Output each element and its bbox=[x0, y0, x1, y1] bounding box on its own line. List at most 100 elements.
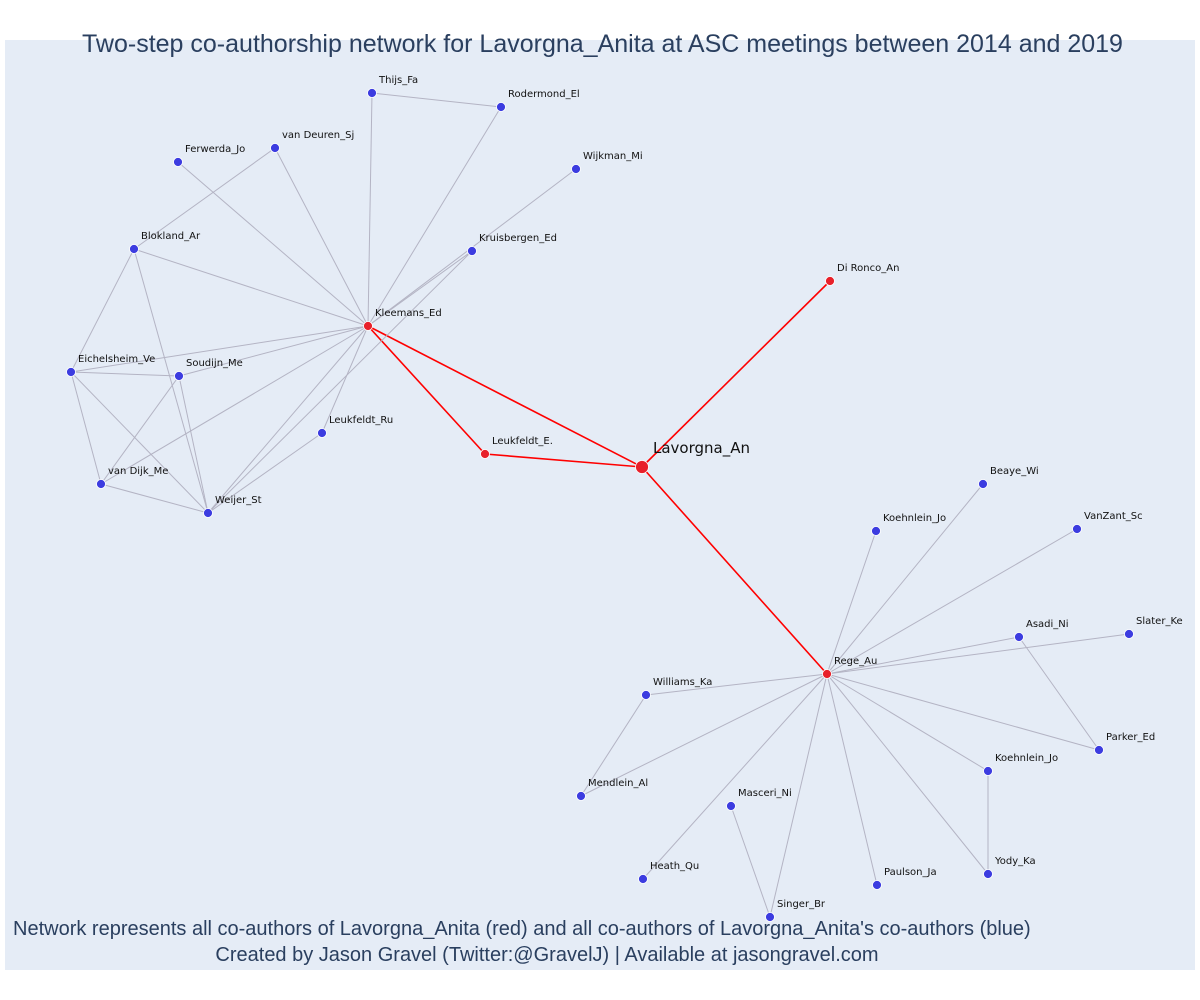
edge-vandijk-weijer bbox=[100, 483, 209, 514]
node-yody-ka[interactable] bbox=[983, 869, 993, 879]
edge-asadi-parker bbox=[1018, 636, 1100, 751]
node-singer-br[interactable] bbox=[765, 912, 775, 922]
edge-weijer-kleemans bbox=[207, 325, 369, 514]
edge-rodermond-kleemans bbox=[367, 106, 502, 327]
node-beaye-wi[interactable] bbox=[978, 479, 988, 489]
node-kruisbergen-ed[interactable] bbox=[467, 246, 477, 256]
edge-kruisbergen-kleemans bbox=[367, 250, 473, 327]
edge-kruisbergen-weijer bbox=[207, 250, 473, 514]
edge-asadi-rege bbox=[826, 636, 1020, 675]
node-masceri-ni[interactable] bbox=[726, 801, 736, 811]
node-slater-ke[interactable] bbox=[1124, 629, 1134, 639]
edge-soudijn-kleemans bbox=[178, 325, 369, 377]
edge-heath-rege bbox=[642, 673, 828, 880]
edge-paulson-rege bbox=[826, 673, 878, 886]
edge-vandijk-kleemans bbox=[100, 325, 369, 485]
edge-eichelsheim-soudijn bbox=[70, 371, 180, 377]
node-kleemans-ed[interactable] bbox=[363, 321, 373, 331]
edge-mendlein-rege bbox=[580, 673, 828, 797]
node-label-rodermond-el: Rodermond_El bbox=[508, 89, 580, 100]
node-label-leukfeldt-ru: Leukfeldt_Ru bbox=[329, 415, 393, 426]
edge-eichelsheim-vandijk bbox=[70, 371, 102, 485]
node-label-parker-ed: Parker_Ed bbox=[1106, 732, 1155, 743]
edges-layer bbox=[70, 92, 1130, 918]
edge-vandeuren-kleemans bbox=[274, 147, 369, 327]
node-label-williams-ka: Williams_Ka bbox=[653, 677, 712, 688]
node-rege-au[interactable] bbox=[822, 669, 832, 679]
edge-soudijn-weijer bbox=[178, 375, 209, 514]
edge-masceri-singer bbox=[730, 805, 771, 918]
node-koehnlein-jo[interactable] bbox=[983, 766, 993, 776]
node-label-koehnlein-jo: Koehnlein_Jo bbox=[995, 753, 1058, 764]
node-label-wijkman-mi: Wijkman_Mi bbox=[583, 151, 643, 162]
edge-williams-mendlein bbox=[580, 694, 647, 797]
edge-lavorgna-dironco bbox=[641, 280, 831, 468]
node-label-beaye-wi: Beaye_Wi bbox=[990, 466, 1039, 477]
edge-thijs-kleemans bbox=[367, 92, 373, 327]
node-label-lavorgna-an: Lavorgna_An bbox=[653, 439, 750, 458]
node-thijs-fa[interactable] bbox=[367, 88, 377, 98]
edge-leukfeldt-ru-kleemans bbox=[321, 325, 369, 434]
node-leukfeldt-ru[interactable] bbox=[317, 428, 327, 438]
node-label-blokland-ar: Blokland_Ar bbox=[141, 231, 201, 242]
edge-ferwerda-kleemans bbox=[177, 161, 369, 327]
node-blokland-ar[interactable] bbox=[129, 244, 139, 254]
node-leukfeldt-e[interactable] bbox=[480, 449, 490, 459]
node-label-van-deuren-sj: van Deuren_Sj bbox=[282, 130, 354, 141]
edge-williams-rege bbox=[645, 673, 828, 696]
node-mendlein-al[interactable] bbox=[576, 791, 586, 801]
node-label-weijer-st: Weijer_St bbox=[215, 495, 262, 506]
edge-koehnlein1-rege bbox=[826, 530, 877, 675]
edge-eichelsheim-kleemans bbox=[70, 325, 369, 373]
edge-thijs-rodermond bbox=[371, 92, 502, 108]
edge-parker-rege bbox=[826, 673, 1100, 751]
edge-kleemans-leukfeldt-e bbox=[367, 325, 486, 455]
node-label-thijs-fa: Thijs_Fa bbox=[378, 75, 418, 86]
node-rodermond-el[interactable] bbox=[496, 102, 506, 112]
node-label-koehnlein-jo: Koehnlein_Jo bbox=[883, 513, 946, 524]
node-paulson-ja[interactable] bbox=[872, 880, 882, 890]
edge-blokland-kleemans bbox=[133, 248, 369, 327]
node-di-ronco-an[interactable] bbox=[825, 276, 835, 286]
node-soudijn-me[interactable] bbox=[174, 371, 184, 381]
node-parker-ed[interactable] bbox=[1094, 745, 1104, 755]
edge-eichelsheim-weijer bbox=[70, 371, 209, 514]
edge-slater-rege bbox=[826, 633, 1130, 675]
node-label-paulson-ja: Paulson_Ja bbox=[884, 867, 937, 878]
edge-lavorgna-leukfeldt-e bbox=[484, 453, 643, 468]
edge-yody-rege bbox=[826, 673, 989, 875]
plot-background bbox=[5, 40, 1195, 970]
node-label-soudijn-me: Soudijn_Me bbox=[186, 358, 243, 369]
node-lavorgna-an[interactable] bbox=[635, 460, 649, 474]
node-label-ferwerda-jo: Ferwerda_Jo bbox=[185, 144, 245, 155]
edge-soudijn-vandijk bbox=[100, 375, 180, 485]
node-ferwerda-jo[interactable] bbox=[173, 157, 183, 167]
nodes-layer bbox=[66, 88, 1134, 922]
node-koehnlein-jo[interactable] bbox=[871, 526, 881, 536]
node-van-deuren-sj[interactable] bbox=[270, 143, 280, 153]
edge-vanzant-rege bbox=[826, 528, 1078, 675]
node-label-masceri-ni: Masceri_Ni bbox=[738, 788, 792, 799]
edge-weijer-leukfeldt-ru bbox=[207, 432, 323, 514]
node-label-van-dijk-me: van Dijk_Me bbox=[108, 466, 168, 477]
node-label-yody-ka: Yody_Ka bbox=[994, 856, 1036, 867]
node-weijer-st[interactable] bbox=[203, 508, 213, 518]
footer-note: Network represents all co-authors of Lav… bbox=[13, 918, 1031, 940]
edge-blokland-eichelsheim bbox=[70, 248, 135, 373]
labels-layer: Lavorgna_An Kleemans_Ed Leukfeldt_E. Di Ron… bbox=[78, 75, 1183, 910]
node-label-kruisbergen-ed: Kruisbergen_Ed bbox=[479, 233, 557, 244]
node-label-leukfeldt-e: Leukfeldt_E. bbox=[492, 436, 553, 447]
node-label-asadi-ni: Asadi_Ni bbox=[1026, 619, 1069, 630]
chart-title: Two-step co-authorship network for Lavor… bbox=[82, 30, 1123, 58]
node-wijkman-mi[interactable] bbox=[571, 164, 581, 174]
node-heath-qu[interactable] bbox=[638, 874, 648, 884]
node-eichelsheim-ve[interactable] bbox=[66, 367, 76, 377]
node-williams-ka[interactable] bbox=[641, 690, 651, 700]
node-asadi-ni[interactable] bbox=[1014, 632, 1024, 642]
node-vanzant-sc[interactable] bbox=[1072, 524, 1082, 534]
node-label-mendlein-al: Mendlein_Al bbox=[588, 778, 648, 789]
edge-lavorgna-rege bbox=[641, 466, 828, 675]
edge-vandeuren-blokland bbox=[133, 147, 276, 250]
node-van-dijk-me[interactable] bbox=[96, 479, 106, 489]
